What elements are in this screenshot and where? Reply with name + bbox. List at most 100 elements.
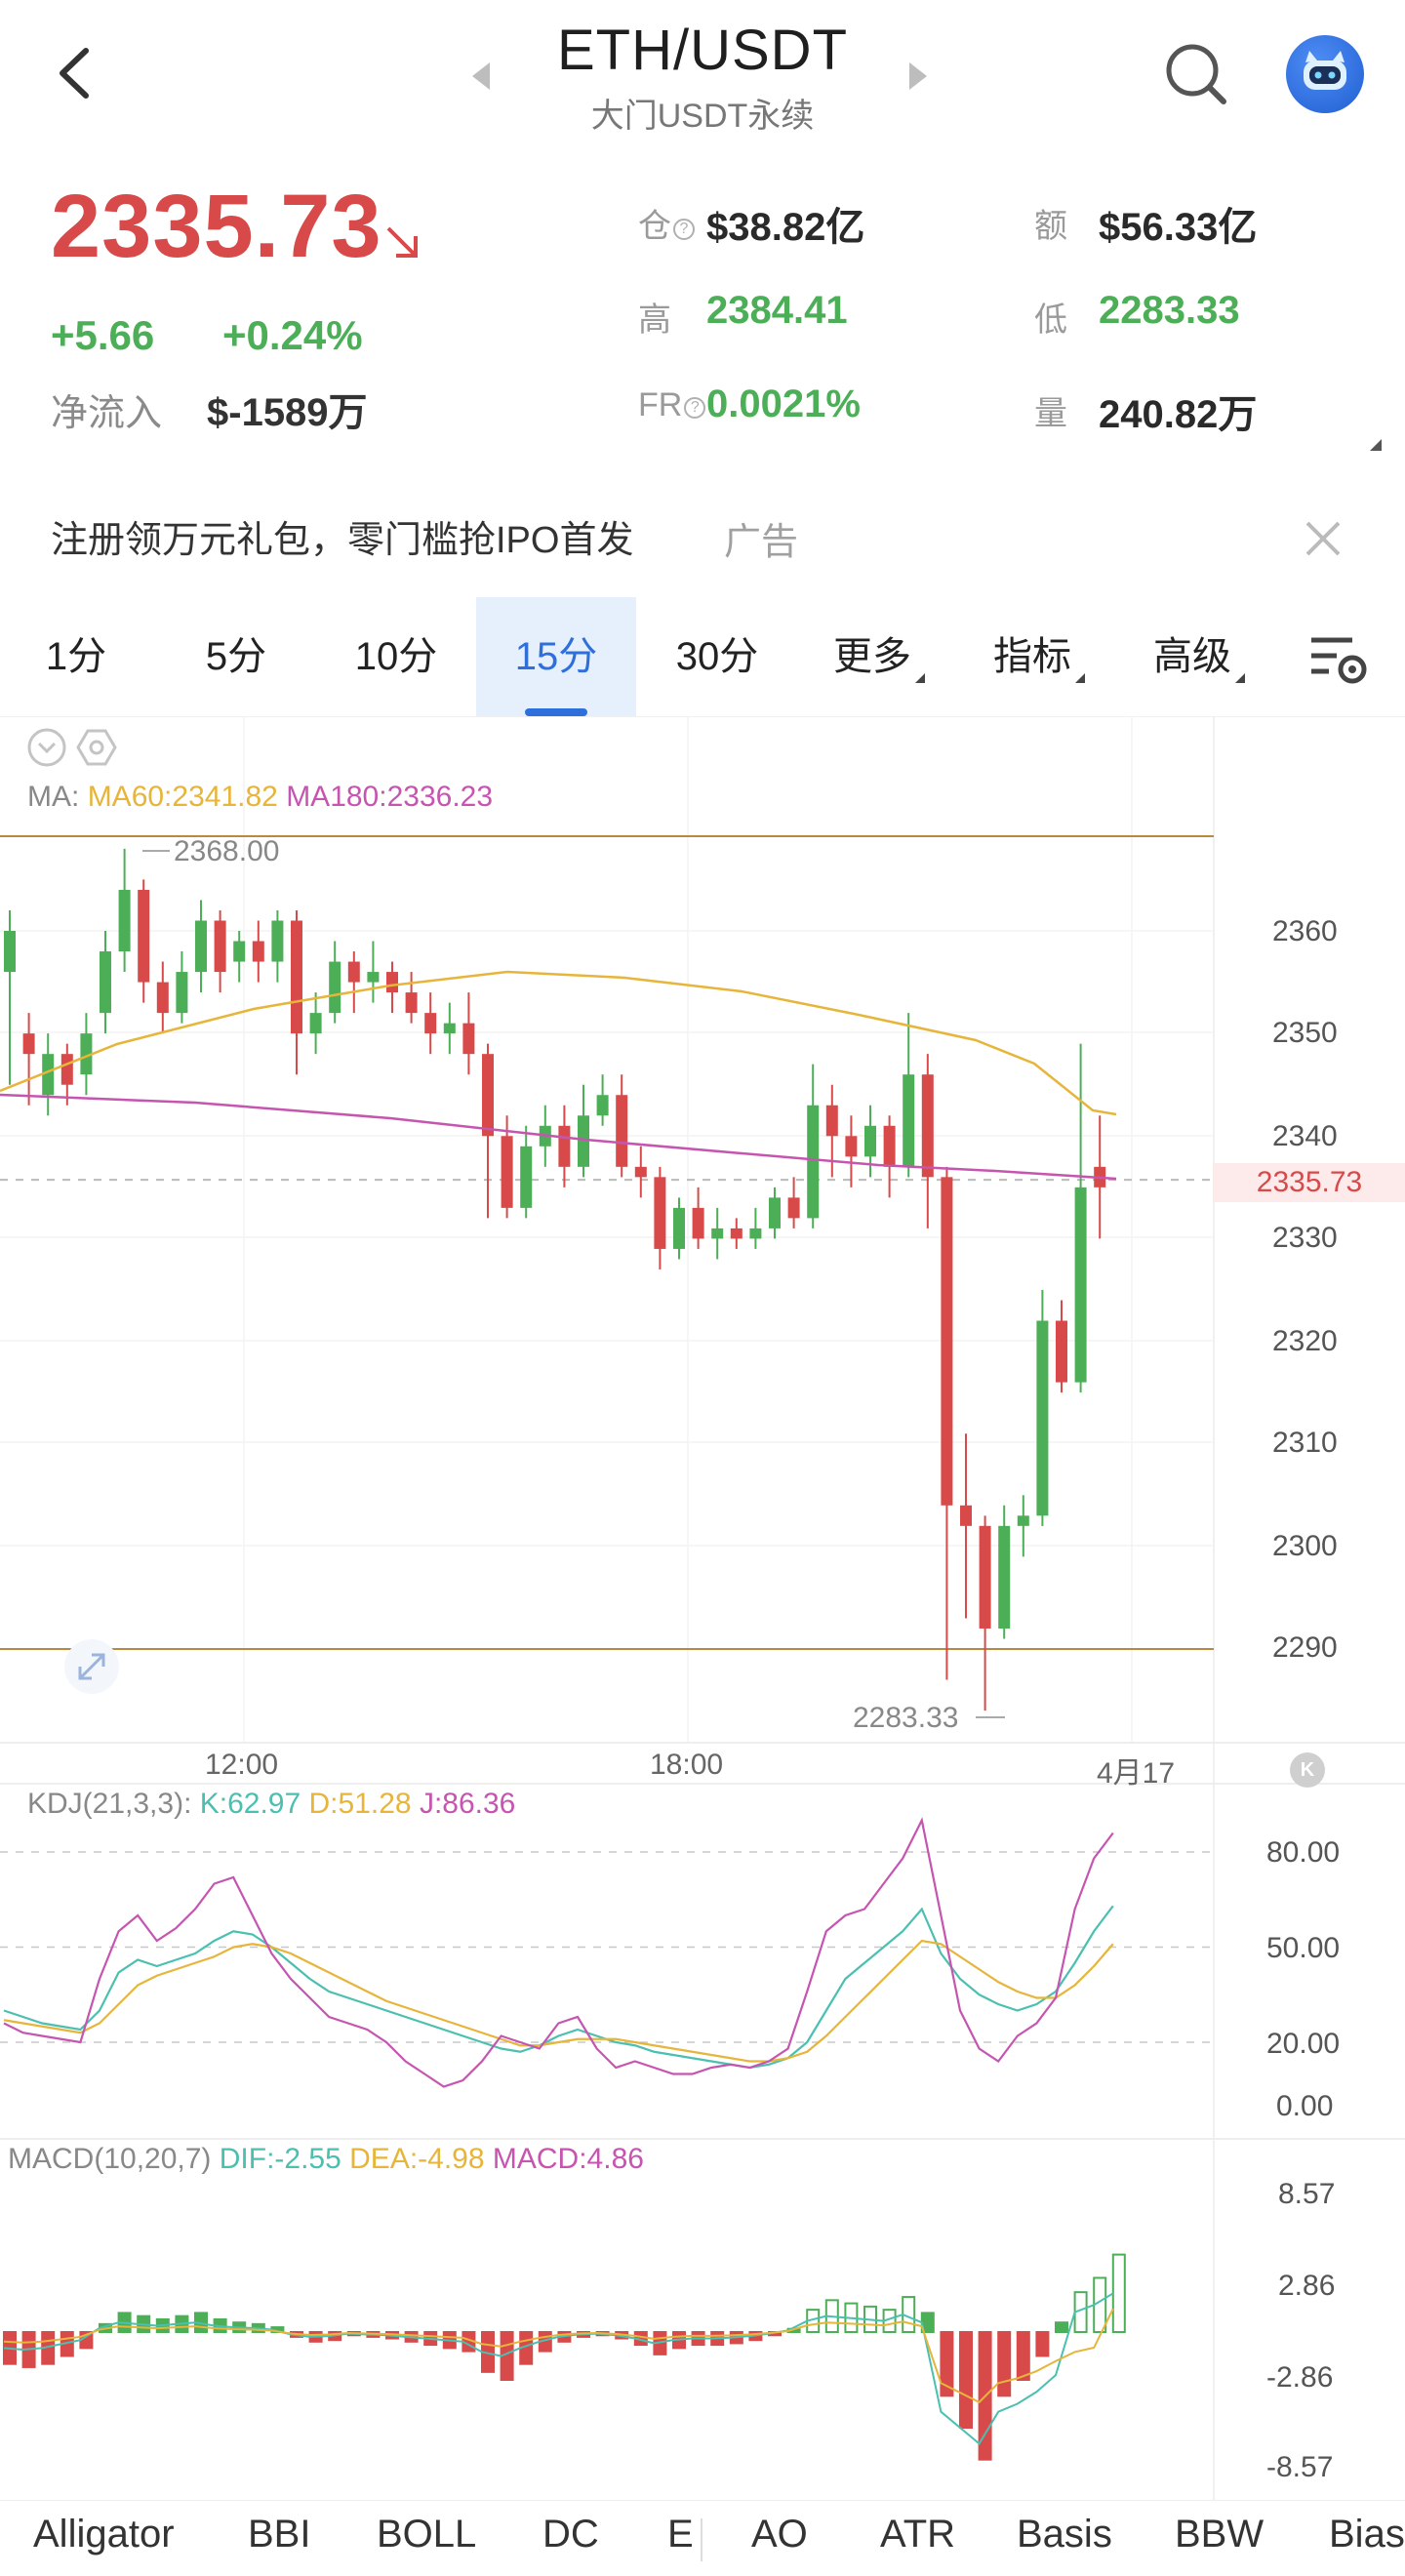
- symbol-title-block[interactable]: ETH/USDT 大门USDT永续: [429, 18, 976, 137]
- tab-30m[interactable]: 30分: [675, 635, 759, 678]
- indicator-tab[interactable]: BBI: [248, 2513, 311, 2556]
- volume-value: 240.82万: [1099, 393, 1258, 436]
- low-value: 2283.33: [1099, 289, 1240, 332]
- funding-rate-label[interactable]: FR?: [638, 386, 706, 424]
- candle-body: [271, 920, 284, 962]
- tab-1m[interactable]: 1分: [45, 635, 107, 678]
- macd-dif: DIF:-2.55: [219, 2143, 341, 2175]
- chart-settings-icon[interactable]: [1307, 626, 1370, 689]
- indicator-tab[interactable]: AO: [751, 2513, 808, 2556]
- macd-bar: [1111, 2253, 1126, 2333]
- chart-toolbar: [27, 728, 125, 774]
- indicator-tab[interactable]: BBW: [1175, 2513, 1264, 2556]
- macd-histogram: [3, 2253, 1126, 2461]
- ma-prefix: MA:: [27, 781, 80, 813]
- help-icon[interactable]: ?: [673, 219, 695, 240]
- candle-body: [807, 1105, 820, 1219]
- tab-more[interactable]: 更多: [816, 597, 943, 716]
- candle-body: [883, 1125, 896, 1167]
- tab-10m[interactable]: 10分: [354, 635, 438, 678]
- x-tick: 18:00: [650, 1749, 724, 1781]
- x-tick: 4月17: [1097, 1757, 1176, 1790]
- ad-banner-text[interactable]: 注册领万元礼包，零门槛抢IPO首发: [51, 520, 634, 561]
- macd-bar: [940, 2331, 954, 2397]
- indicator-tab[interactable]: DC: [542, 2513, 599, 2556]
- indicator-tab[interactable]: Alligator: [33, 2513, 175, 2556]
- macd-legend: MACD(10,20,7) DIF:-2.55 DEA:-4.98 MACD:4…: [8, 2143, 644, 2176]
- macd-y-tick: -8.57: [1266, 2451, 1334, 2483]
- tab-5m[interactable]: 5分: [205, 635, 267, 678]
- expand-stats-icon[interactable]: [1370, 439, 1382, 451]
- candle-body: [22, 1033, 35, 1055]
- prev-symbol-arrow-icon[interactable]: [472, 62, 490, 90]
- expand-chart-button[interactable]: [64, 1639, 119, 1694]
- candle-body: [60, 1054, 73, 1085]
- low-marker-label: 2283.33: [853, 1702, 959, 1734]
- ma60-line: [0, 970, 1117, 1116]
- indicator-tab[interactable]: ATR: [880, 2513, 956, 2556]
- net-inflow-value: $-1589万: [207, 391, 368, 434]
- search-icon: [1166, 44, 1226, 104]
- y-tick: 2320: [1272, 1325, 1338, 1357]
- help-icon[interactable]: ?: [684, 397, 706, 419]
- candle-body: [195, 920, 207, 973]
- tab-15m[interactable]: 15分: [476, 597, 636, 716]
- kline-chart[interactable]: [0, 716, 1405, 2500]
- candle-body: [634, 1166, 647, 1178]
- indicator-tab[interactable]: BOLL: [377, 2513, 477, 2556]
- candle-body: [482, 1054, 494, 1137]
- candle-body: [291, 920, 302, 1034]
- dropdown-caret-icon: [915, 673, 925, 683]
- candle-body: [501, 1136, 513, 1208]
- tab-advanced[interactable]: 高级: [1136, 597, 1263, 716]
- candle-body: [558, 1125, 571, 1167]
- candle-body: [864, 1125, 876, 1157]
- candle-body: [100, 951, 111, 1014]
- kdj-legend: KDJ(21,3,3): K:62.97 D:51.28 J:86.36: [27, 1788, 515, 1821]
- y-tick: 2300: [1272, 1530, 1338, 1562]
- k-badge-icon[interactable]: K: [1290, 1752, 1325, 1788]
- macd-bar: [959, 2331, 973, 2430]
- candle-body: [1036, 1320, 1049, 1516]
- settings-hex-icon[interactable]: [76, 729, 117, 766]
- macd-y-tick: 2.86: [1278, 2270, 1336, 2302]
- indicator-tab[interactable]: Bias: [1329, 2513, 1405, 2556]
- next-symbol-arrow-icon[interactable]: [909, 62, 927, 90]
- x-tick: 12:00: [205, 1749, 279, 1781]
- candle-body: [1074, 1187, 1087, 1383]
- candle-body: [616, 1095, 628, 1167]
- candle-body: [176, 972, 188, 1014]
- candle-body: [309, 1013, 322, 1034]
- indicator-tab[interactable]: Basis: [1017, 2513, 1112, 2556]
- close-icon[interactable]: [1302, 517, 1345, 560]
- candle-body: [214, 920, 226, 973]
- candle-body: [998, 1525, 1011, 1629]
- candle-body: [367, 972, 380, 983]
- open-interest-label[interactable]: 仓?: [638, 199, 695, 247]
- indicator-tabs: Alligator BBI BOLL DC E AO ATR Basis BBW…: [0, 2500, 1405, 2576]
- avatar[interactable]: [1286, 35, 1364, 113]
- kdj-d-line: [3, 1939, 1114, 2063]
- candle-body: [386, 972, 398, 993]
- macd-dif-line: [3, 2292, 1114, 2445]
- search-button[interactable]: [1161, 39, 1231, 109]
- robot-avatar-icon: [1304, 51, 1346, 90]
- back-button[interactable]: [49, 39, 107, 107]
- indicator-tab[interactable]: E: [667, 2513, 694, 2556]
- kdj-lines: [0, 1817, 1214, 2088]
- chevron-left-icon: [60, 48, 89, 99]
- ma60-value: MA60:2341.82: [87, 781, 278, 813]
- tab-indicators[interactable]: 指标: [976, 597, 1103, 716]
- price-change: +5.66: [51, 312, 155, 358]
- y-tick: 2310: [1272, 1427, 1338, 1459]
- y-tick: 2350: [1272, 1017, 1338, 1049]
- candle-body: [233, 941, 246, 962]
- candle-body: [673, 1207, 685, 1249]
- candle-body: [979, 1525, 991, 1629]
- collapse-icon[interactable]: [27, 728, 66, 767]
- candle-body: [941, 1177, 953, 1506]
- macd-prefix: MACD(10,20,7): [8, 2143, 212, 2175]
- candle-body: [787, 1197, 800, 1219]
- macd-bar: [997, 2331, 1012, 2397]
- macd-bar: [1035, 2331, 1050, 2357]
